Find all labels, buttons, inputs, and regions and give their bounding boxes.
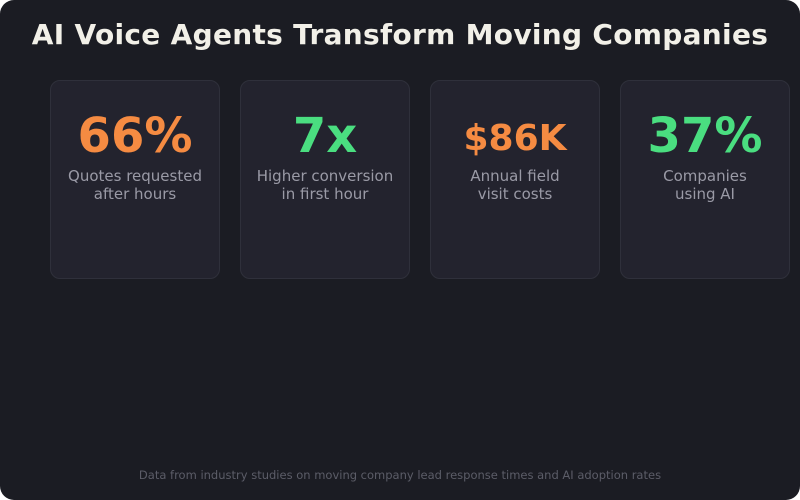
stat-label: Annual field visit costs [470, 167, 560, 203]
stat-card-ai-adoption: 37% Companies using AI [620, 80, 790, 279]
stat-label: Quotes requested after hours [68, 167, 202, 203]
stat-value: 7x [292, 108, 358, 164]
stat-value: 37% [647, 108, 763, 164]
stat-card-after-hours-quotes: 66% Quotes requested after hours [50, 80, 220, 279]
page-title: AI Voice Agents Transform Moving Compani… [31, 18, 769, 51]
stat-value: 66% [77, 108, 193, 164]
source-footnote: Data from industry studies on moving com… [138, 468, 662, 482]
stat-label: Companies using AI [663, 167, 747, 203]
stat-card-field-visit-costs: $86K Annual field visit costs [430, 80, 600, 279]
stat-value: $86K [463, 118, 567, 159]
stat-card-conversion: 7x Higher conversion in first hour [240, 80, 410, 279]
stat-label: Higher conversion in first hour [256, 167, 394, 203]
